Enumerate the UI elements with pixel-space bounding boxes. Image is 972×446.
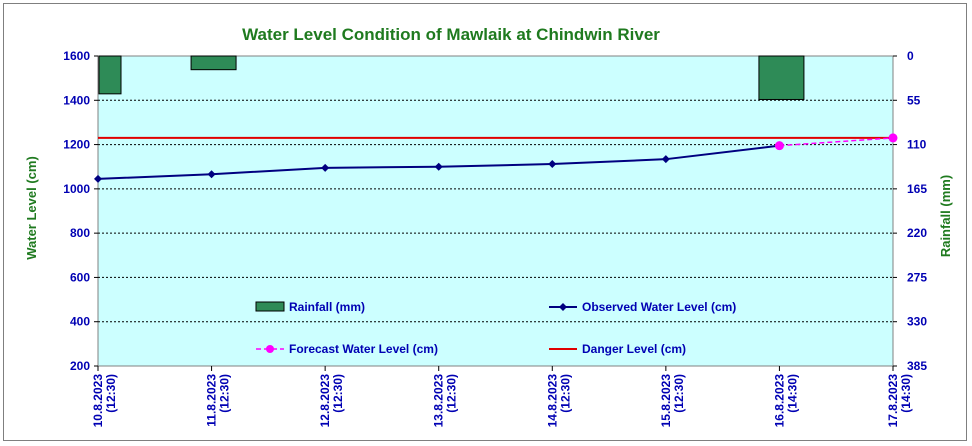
rainfall-bar — [758, 55, 805, 100]
observed-point — [207, 170, 216, 179]
x-tick-time: (12:30) — [445, 374, 459, 413]
x-tick-date: 17.8.2023 — [886, 374, 900, 428]
y2-tick-label: 110 — [907, 138, 927, 152]
y2-axis-title: Rainfall (mm) — [938, 175, 953, 257]
legend-marker-observed — [559, 303, 567, 311]
observed-point — [548, 160, 557, 169]
observed-point — [321, 163, 330, 172]
x-tick-date: 10.8.2023 — [91, 374, 105, 428]
observed-point — [434, 162, 443, 171]
observed-point — [94, 174, 102, 183]
x-tick-date: 15.8.2023 — [659, 374, 673, 428]
y-tick-label: 1200 — [63, 138, 90, 152]
x-tick-time: (12:30) — [672, 374, 686, 413]
forecast-point — [888, 133, 898, 143]
y2-tick-label: 55 — [907, 93, 921, 107]
x-tick-time: (14:30) — [899, 374, 913, 413]
chart-frame: Water Level Condition of Mawlaik at Chin… — [3, 3, 967, 441]
legend-label: Danger Level (cm) — [582, 342, 686, 356]
x-tick-time: (14:30) — [785, 374, 799, 413]
chart-title: Water Level Condition of Mawlaik at Chin… — [242, 25, 660, 44]
y-tick-label: 1600 — [63, 49, 90, 63]
y2-tick-label: 220 — [907, 226, 927, 240]
x-tick-date: 12.8.2023 — [318, 374, 332, 428]
y-tick-label: 1000 — [63, 182, 90, 196]
y-tick-label: 1400 — [63, 93, 90, 107]
y-tick-label: 200 — [70, 359, 90, 373]
x-tick-label: 15.8.2023(12:30) — [659, 374, 686, 428]
y2-tick-label: 385 — [907, 359, 927, 373]
x-tick-label: 13.8.2023(12:30) — [432, 374, 459, 428]
x-tick-label: 16.8.2023(14:30) — [772, 374, 799, 428]
chart: Water Level Condition of Mawlaik at Chin… — [24, 25, 953, 428]
y-tick-label: 800 — [70, 226, 90, 240]
x-tick-date: 16.8.2023 — [772, 374, 786, 428]
legend-marker-forecast — [266, 345, 274, 353]
x-tick-label: 11.8.2023(12:30) — [205, 374, 232, 427]
y2-tick-label: 330 — [907, 315, 927, 329]
x-tick-date: 14.8.2023 — [545, 374, 559, 428]
rainfall-bar — [98, 55, 122, 95]
x-tick-label: 10.8.2023(12:30) — [91, 374, 118, 428]
x-tick-time: (12:30) — [218, 374, 232, 413]
x-tick-time: (12:30) — [331, 374, 345, 413]
x-tick-label: 14.8.2023(12:30) — [545, 374, 572, 428]
legend-swatch-rainfall — [255, 301, 285, 312]
y-tick-label: 400 — [70, 315, 90, 329]
y2-tick-label: 0 — [907, 49, 914, 63]
y2-tick-label: 275 — [907, 270, 927, 284]
x-tick-label: 12.8.2023(12:30) — [318, 374, 345, 428]
rainfall-bar — [190, 55, 237, 71]
x-tick-time: (12:30) — [104, 374, 118, 413]
x-tick-date: 13.8.2023 — [432, 374, 446, 428]
x-tick-time: (12:30) — [558, 374, 572, 413]
legend-label: Rainfall (mm) — [289, 300, 365, 314]
forecast-water-level-line — [779, 137, 894, 147]
legend-label: Forecast Water Level (cm) — [289, 342, 438, 356]
plot-area — [97, 55, 894, 367]
x-tick-date: 11.8.2023 — [205, 374, 219, 427]
x-tick-label: 17.8.2023(14:30) — [886, 374, 913, 428]
y-axis-title: Water Level (cm) — [24, 156, 39, 260]
y2-tick-label: 165 — [907, 182, 927, 196]
observed-point — [661, 155, 670, 164]
forecast-point — [774, 141, 784, 151]
y-tick-label: 600 — [70, 270, 90, 284]
legend-label: Observed Water Level (cm) — [582, 300, 736, 314]
